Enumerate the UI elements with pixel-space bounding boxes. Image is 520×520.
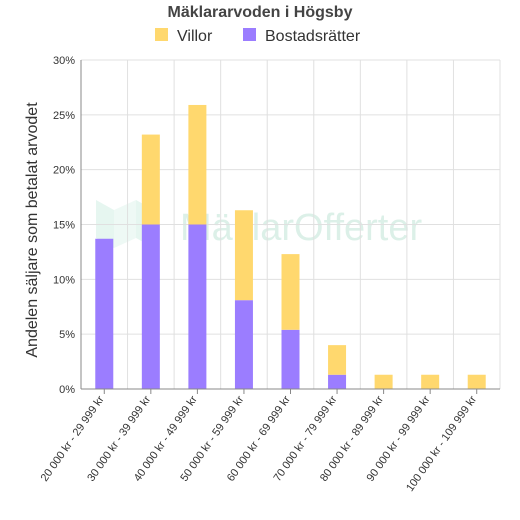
legend: Villor Bostadsrätter [155,28,361,45]
chart-title: Mäklararvoden i Högsby [168,4,353,21]
bar-bostadsr-tter-0 [95,238,114,389]
watermark-text: MäklarOfferter [180,207,422,249]
bar-villor-2 [188,104,207,225]
bar-villor-4 [281,254,300,330]
y-tick-label: 20% [53,165,75,177]
bar-villor-8 [467,374,486,389]
legend-label-villor[interactable]: Villor [177,28,213,45]
bar-villor-1 [141,134,160,225]
legend-swatch-villor [155,28,168,41]
y-tick-labels: 0% 5% 10% 15% 20% 25% 30% [53,55,75,396]
y-tick-label: 10% [53,274,75,286]
legend-swatch-bostadsr-tter [243,28,256,41]
y-axis-label: Andelen säljare som betalat arvodet [24,102,41,358]
axes [80,60,500,394]
y-tick-label: 30% [53,55,75,67]
bar-bostadsr-tter-3 [234,300,253,389]
bar-bostadsr-tter-1 [141,224,160,389]
bar-villor-6 [374,374,393,389]
bar-bostadsr-tter-4 [281,329,300,389]
bar-villor-5 [328,345,347,375]
y-tick-label: 25% [53,110,75,122]
y-tick-label: 15% [53,220,75,232]
bar-villor-3 [234,210,253,301]
bars [95,104,486,389]
y-tick-label: 0% [59,384,75,396]
bar-bostadsr-tter-5 [328,374,347,389]
bar-bostadsr-tter-2 [188,224,207,389]
bar-villor-7 [421,374,440,389]
legend-label-bostadsr-tter[interactable]: Bostadsrätter [265,28,361,45]
y-tick-label: 5% [59,329,75,341]
